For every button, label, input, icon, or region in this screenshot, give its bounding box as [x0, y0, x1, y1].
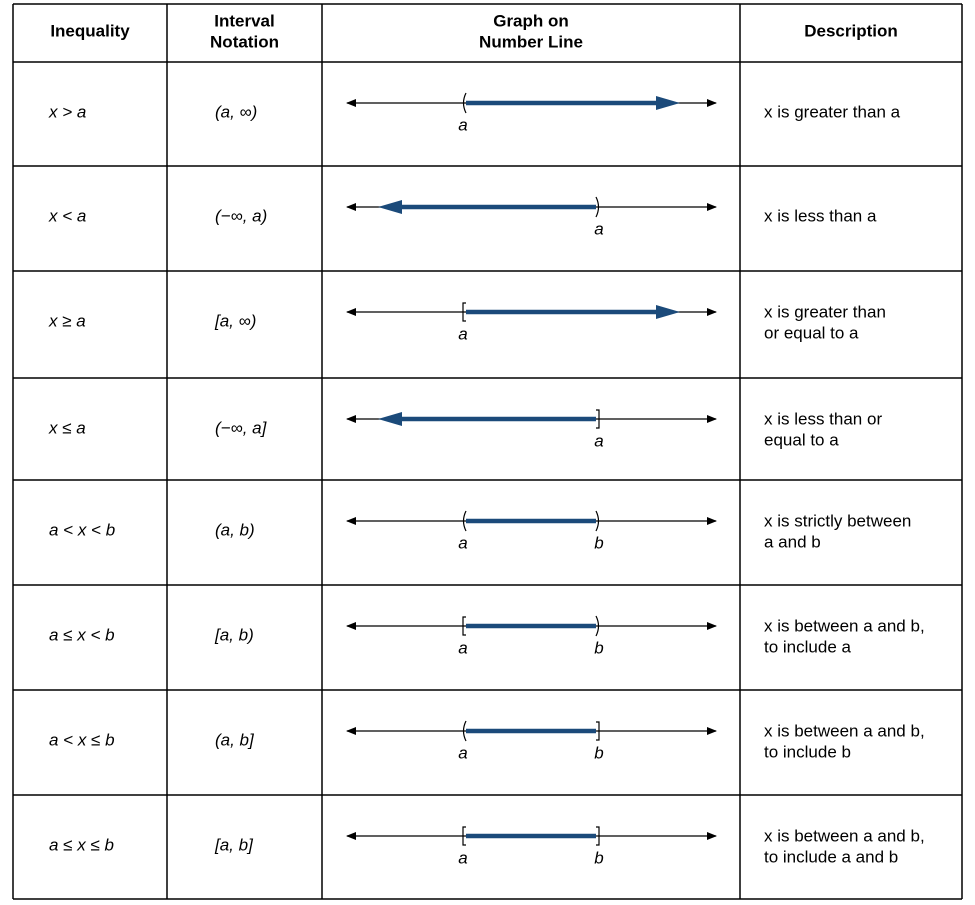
description: to include b: [764, 742, 851, 761]
ray-arrow: [656, 305, 680, 319]
description: a and b: [764, 532, 821, 551]
description: or equal to a: [764, 323, 859, 342]
endpoint-label: a: [594, 219, 603, 238]
interval-notation: (a, ∞): [215, 102, 257, 121]
endpoint-label: a: [594, 431, 603, 450]
interval-notation: [a, b]: [214, 835, 254, 854]
endpoint-label: a: [458, 848, 467, 867]
inequality: x > a: [48, 102, 86, 121]
parenthesis: [595, 510, 600, 532]
description: to include a: [764, 637, 851, 656]
inequality: x ≥ a: [48, 311, 86, 330]
description: x is less than a: [764, 206, 877, 225]
endpoint-label: b: [594, 848, 603, 867]
interval-notation: (a, b): [215, 520, 255, 539]
header-label: Number Line: [479, 32, 583, 51]
bracket: [596, 409, 600, 429]
description: x is greater than: [764, 302, 886, 321]
description: x is between a and b,: [764, 721, 925, 740]
header-label: Interval: [214, 11, 274, 30]
bracket: [462, 616, 466, 636]
description: x is strictly between: [764, 511, 911, 530]
interval-notation: (−∞, a): [215, 206, 267, 225]
parenthesis: [595, 196, 600, 218]
parenthesis: [462, 720, 467, 742]
interval-notation: (−∞, a]: [215, 418, 268, 437]
header-label: Inequality: [50, 21, 130, 40]
header-label: Description: [804, 21, 898, 40]
inequality: a ≤ x ≤ b: [49, 835, 114, 854]
bracket: [596, 721, 600, 741]
ray-arrow: [378, 200, 402, 214]
description: equal to a: [764, 430, 839, 449]
description: x is between a and b,: [764, 616, 925, 635]
ray-arrow: [656, 96, 680, 110]
interval-notation: [a, b): [214, 625, 254, 644]
description: x is less than or: [764, 409, 882, 428]
endpoint-label: a: [458, 324, 467, 343]
header-label: Notation: [210, 32, 279, 51]
inequality: x < a: [48, 206, 86, 225]
interval-notation: (a, b]: [215, 730, 255, 749]
inequality: a < x ≤ b: [49, 730, 115, 749]
parenthesis: [462, 92, 467, 114]
description: x is greater than a: [764, 102, 901, 121]
inequality: a < x < b: [49, 520, 115, 539]
description: to include a and b: [764, 847, 898, 866]
parenthesis: [595, 615, 600, 637]
parenthesis: [462, 510, 467, 532]
interval-notation: [a, ∞): [214, 311, 256, 330]
bracket: [596, 826, 600, 846]
endpoint-label: b: [594, 638, 603, 657]
bracket: [462, 826, 466, 846]
ray-arrow: [378, 412, 402, 426]
endpoint-label: a: [458, 115, 467, 134]
endpoint-label: a: [458, 638, 467, 657]
endpoint-label: b: [594, 533, 603, 552]
description: x is between a and b,: [764, 826, 925, 845]
endpoint-label: a: [458, 533, 467, 552]
header-label: Graph on: [493, 11, 569, 30]
inequality: a ≤ x < b: [49, 625, 115, 644]
endpoint-label: b: [594, 743, 603, 762]
endpoint-label: a: [458, 743, 467, 762]
inequality: x ≤ a: [48, 418, 86, 437]
bracket: [462, 302, 466, 322]
